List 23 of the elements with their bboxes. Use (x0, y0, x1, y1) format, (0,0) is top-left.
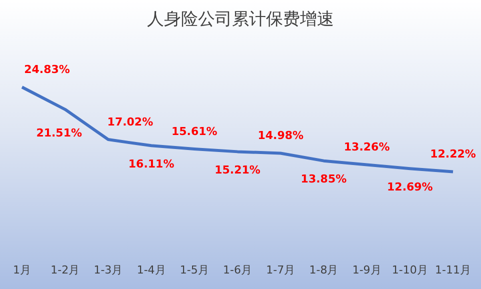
x-tick-label: 1月 (13, 263, 31, 276)
data-label: 16.11% (128, 158, 174, 171)
data-label: 15.21% (214, 164, 260, 177)
x-tick-label: 1-2月 (50, 263, 80, 276)
data-label: 13.26% (344, 140, 390, 154)
data-label: 24.83% (24, 62, 70, 76)
x-tick-label: 1-6月 (223, 263, 252, 276)
data-label: 12.69% (387, 180, 433, 194)
x-tick-label: 1-7月 (266, 263, 296, 276)
data-label: 17.02% (107, 115, 154, 128)
x-tick-label: 1-10月 (392, 263, 428, 276)
data-label: 12.22% (430, 148, 476, 161)
data-label: 21.51% (36, 126, 82, 140)
chart-title: 人身险公司累计保费增速 (147, 10, 334, 30)
data-label: 13.85% (300, 172, 347, 186)
x-tick-label: 1-8月 (309, 263, 338, 276)
x-tick-label: 1-5月 (180, 263, 209, 276)
x-tick-label: 1-11月 (435, 263, 471, 276)
x-tick-label: 1-9月 (352, 263, 382, 276)
data-label: 15.61% (171, 124, 218, 138)
x-tick-label: 1-3月 (94, 263, 123, 276)
data-label: 14.98% (258, 129, 304, 142)
x-tick-label: 1-4月 (136, 263, 166, 276)
